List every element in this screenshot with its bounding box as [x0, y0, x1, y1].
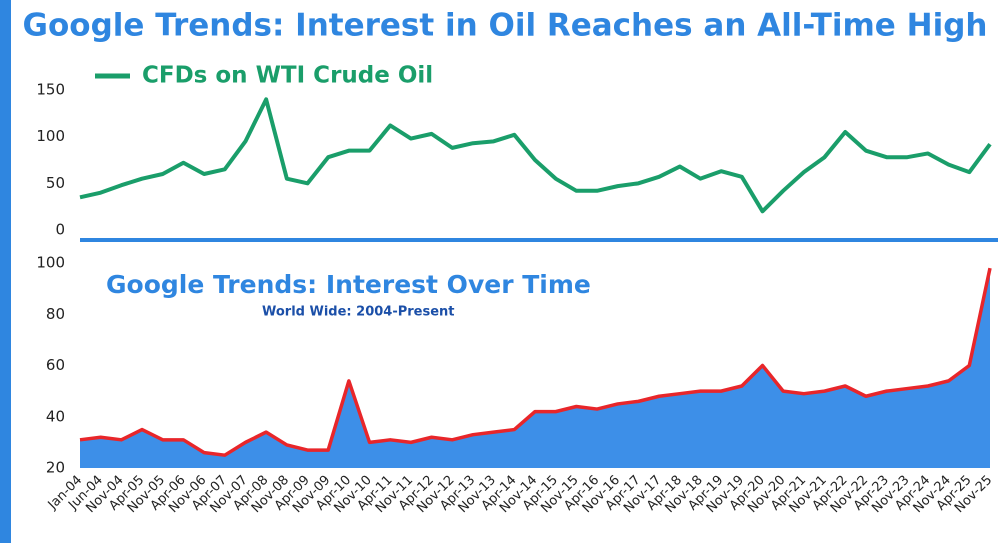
oil-line	[79, 97, 992, 214]
y-tick-label: 60	[46, 356, 65, 374]
side-bar	[0, 0, 11, 543]
legend-label: CFDs on WTI Crude Oil	[142, 63, 433, 89]
y-tick-label: 150	[36, 81, 65, 99]
trend-line	[79, 267, 992, 457]
y-tick-label: 0	[55, 221, 65, 239]
y-tick-label: 100	[36, 127, 65, 145]
y-tick-label: 50	[46, 174, 65, 192]
y-tick-label: 40	[46, 407, 65, 425]
panel-subtitle: World Wide: 2004-Present	[262, 305, 455, 320]
area-fill	[80, 268, 990, 468]
y-tick-label: 20	[46, 459, 65, 477]
y-tick-label: 100	[36, 254, 65, 272]
panel-title: Google Trends: Interest Over Time	[106, 270, 591, 299]
page-title: Google Trends: Interest in Oil Reaches a…	[23, 8, 988, 44]
y-tick-label: 80	[46, 305, 65, 323]
